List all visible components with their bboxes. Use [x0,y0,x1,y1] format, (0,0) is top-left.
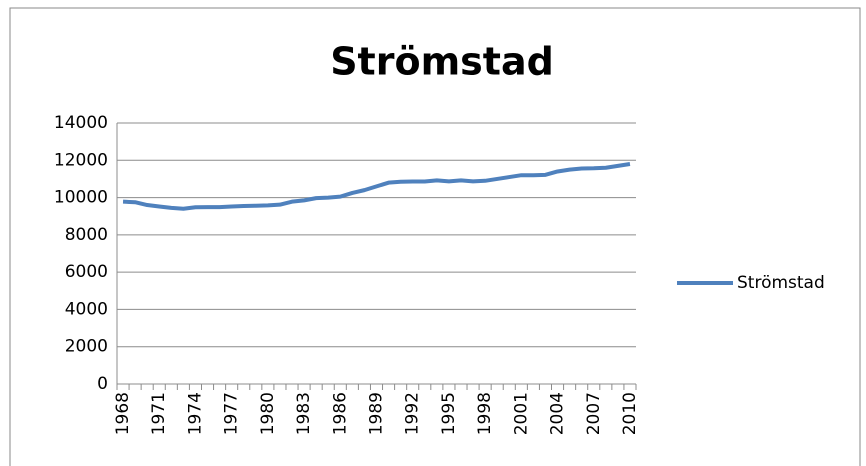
y-tick-label: 8000 [65,225,108,245]
x-tick-label: 1989 [367,392,387,435]
y-tick-label: 12000 [54,150,108,170]
x-tick-label: 1995 [439,392,459,435]
y-tick-label: 6000 [65,262,108,282]
x-tick-label: 2001 [511,392,531,435]
data-line [122,162,631,211]
chart-border [9,7,861,466]
x-tick-label: 1971 [149,392,169,435]
x-tick-label: 2004 [548,392,568,435]
y-tick-label: 2000 [65,337,108,357]
x-tick-label: 1977 [222,392,242,435]
x-tick-label: 1992 [403,392,423,435]
chart-title: Strömstad [330,40,554,84]
x-tick-label: 1974 [185,392,205,435]
x-tick-label: 1980 [258,392,278,435]
y-tick-label: 4000 [65,299,108,319]
y-tick-label: 14000 [54,113,108,133]
x-tick-label: 1983 [294,392,314,435]
y-tick-label: 0 [97,374,108,394]
x-tick-label: 1968 [113,392,133,435]
x-tick-label: 1986 [330,392,350,435]
y-tick-label: 10000 [54,188,108,208]
x-tick-label: 2007 [584,392,604,435]
x-tick-label: 2010 [620,392,640,435]
x-tick-label: 1998 [475,392,495,435]
legend-label: Strömstad [737,273,825,293]
